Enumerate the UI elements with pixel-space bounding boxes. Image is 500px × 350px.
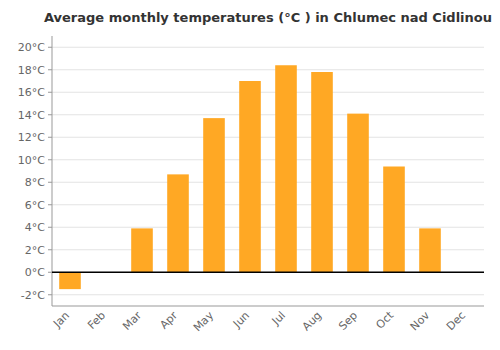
grid-line <box>52 182 484 183</box>
y-tick-label: -2°C <box>21 289 45 302</box>
zero-line <box>52 272 484 274</box>
y-tick-label: 4°C <box>25 221 45 234</box>
grid-line <box>52 114 484 115</box>
chart-svg: Average monthly temperatures (°C ) in Ch… <box>0 0 500 350</box>
y-tick-label: 14°C <box>18 109 45 122</box>
bar <box>167 174 189 272</box>
bar <box>347 114 369 273</box>
chart-title: Average monthly temperatures (°C ) in Ch… <box>44 10 492 25</box>
grid-line <box>52 47 484 48</box>
bar <box>419 228 441 272</box>
x-tick-label: Aug <box>300 309 324 333</box>
x-tick-label: Jan <box>50 309 72 331</box>
grid-line <box>52 227 484 228</box>
grid-line <box>52 204 484 205</box>
y-tick-label: 2°C <box>25 244 45 257</box>
x-axis: Jan Feb Mar Apr May Jun Jul Aug Sep Oct Nov Dec <box>50 308 468 334</box>
y-tick-label: 10°C <box>18 154 45 167</box>
grid-line <box>52 294 484 295</box>
x-tick-label: Nov <box>408 309 433 334</box>
y-tick <box>48 69 52 70</box>
x-tick-label: Mar <box>120 309 144 333</box>
grid-line <box>52 92 484 93</box>
y-tick <box>48 137 52 138</box>
y-tick-label: 16°C <box>18 86 45 99</box>
bar <box>275 65 297 272</box>
y-tick-label: 6°C <box>25 199 45 212</box>
y-tick <box>48 182 52 183</box>
y-axis-line <box>52 36 53 306</box>
y-tick <box>48 92 52 93</box>
x-tick-label: Dec <box>444 309 468 333</box>
y-tick <box>48 114 52 115</box>
grid-line <box>52 137 484 138</box>
x-tick-label: May <box>191 309 217 335</box>
x-tick-label: Sep <box>336 309 360 333</box>
x-tick-label: Jul <box>269 309 288 328</box>
y-tick-label: 8°C <box>25 176 45 189</box>
y-axis: -2°C 0°C 2°C 4°C 6°C 8°C 10°C 12°C 14°C 16°C 18°C 2… <box>18 41 52 302</box>
y-tick <box>48 272 52 273</box>
bars <box>59 65 441 289</box>
y-tick <box>48 204 52 205</box>
grid <box>52 47 484 295</box>
bar <box>239 81 261 272</box>
bar <box>131 228 153 272</box>
y-tick <box>48 249 52 250</box>
bar <box>383 167 405 273</box>
x-tick-label: Apr <box>157 309 180 332</box>
y-tick <box>48 47 52 48</box>
y-tick-label: 12°C <box>18 131 45 144</box>
x-tick-label: Oct <box>373 308 396 331</box>
bar <box>203 118 225 272</box>
x-tick-label: Jun <box>230 309 252 331</box>
y-tick-label: 20°C <box>18 41 45 54</box>
y-tick <box>48 294 52 295</box>
bar <box>59 272 81 289</box>
y-tick-label: 18°C <box>18 64 45 77</box>
y-tick <box>48 159 52 160</box>
x-axis-line <box>52 306 484 307</box>
chart-container: Average monthly temperatures (°C ) in Ch… <box>0 0 500 350</box>
grid-line <box>52 159 484 160</box>
bar <box>311 72 333 272</box>
y-tick <box>48 227 52 228</box>
grid-line <box>52 272 484 273</box>
x-tick-label: Feb <box>85 309 108 332</box>
grid-line <box>52 69 484 70</box>
y-tick-label: 0°C <box>25 266 45 279</box>
